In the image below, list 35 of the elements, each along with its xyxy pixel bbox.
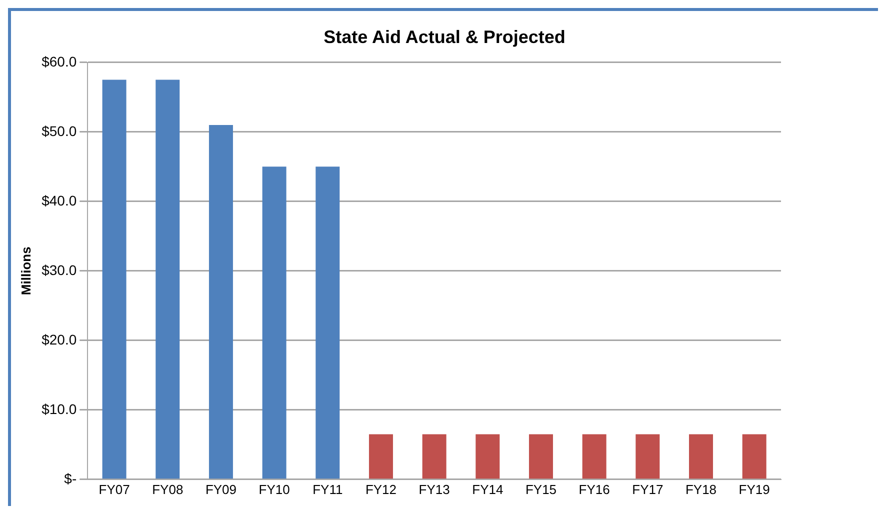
bar [368,434,393,479]
bar [316,166,340,479]
y-tick-label: $10.0 [42,400,77,417]
y-axis-title: Millions [18,246,34,296]
x-tick-label: FY16 [578,482,610,497]
x-tick-label: FY12 [365,482,397,497]
x-tick-label: FY17 [632,482,664,497]
y-tick-label: $40.0 [42,192,77,208]
bar [688,434,713,479]
bar [262,166,286,479]
bar [422,434,446,479]
y-tick-label: $50.0 [42,122,77,139]
x-tick-label: FY15 [525,482,557,497]
bar [156,80,180,479]
x-tick-label: FY19 [738,482,770,497]
y-tick-label: $- [64,470,77,486]
bar [636,434,660,479]
x-tick-label: FY18 [685,482,717,497]
bar [102,80,126,479]
bar [742,434,766,479]
bar [528,434,553,479]
x-tick-label: FY13 [418,482,450,497]
bar [582,434,606,479]
bar [208,124,233,479]
chart-title: State Aid Actual & Projected [322,26,566,49]
x-tick-label: FY09 [205,482,237,497]
y-tick-label: $30.0 [42,262,77,278]
x-tick-label: FY11 [312,482,343,497]
y-tick-label: $60.0 [42,53,77,70]
x-tick-label: FY10 [258,482,290,497]
x-tick-label: FY07 [98,482,130,497]
y-tick-label: $20.0 [42,331,77,348]
x-tick-label: FY14 [472,482,504,497]
x-tick-label: FY08 [152,482,184,497]
bar [476,434,500,479]
